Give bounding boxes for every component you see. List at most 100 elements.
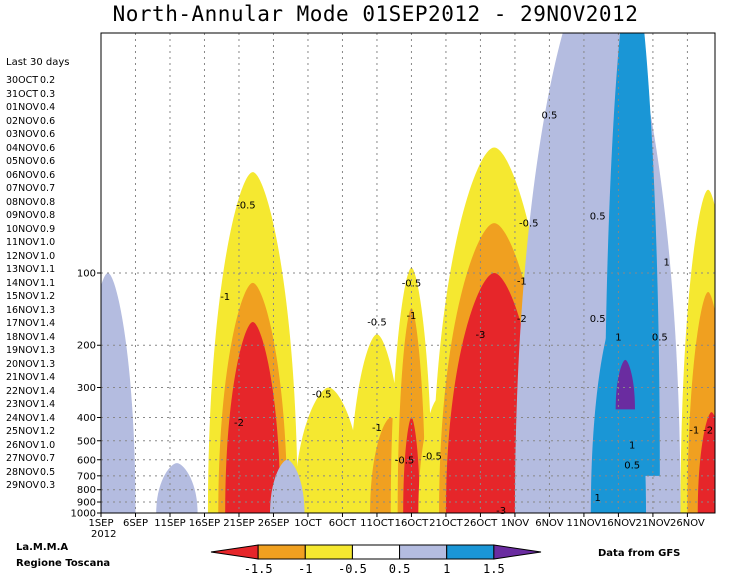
x-tick-label: 11SEP [154, 518, 185, 529]
y-tick-label: 500 [77, 436, 96, 447]
row-date: 24NOV [6, 412, 40, 424]
last-30-days-row: 29NOV0.3 [6, 480, 55, 491]
x-tick-label: 6OCT [329, 518, 357, 529]
contour-label: -0.5 [312, 390, 332, 401]
row-date: 27NOV [6, 453, 40, 464]
last-30-days-row: 24NOV1.4 [6, 413, 55, 424]
last-30-days-row: 12NOV1.0 [6, 251, 55, 262]
contour-label: 1 [664, 258, 670, 269]
last-30-days-row: 01NOV0.4 [6, 102, 55, 113]
colorbar-swatch [399, 544, 448, 560]
last-30-days-row: 07NOV0.7 [6, 183, 55, 194]
row-date: 08NOV [6, 196, 40, 208]
x-tick-label: 11NOV [567, 518, 602, 529]
contour-label: -1 [372, 423, 382, 434]
colorbar-swatch [304, 544, 353, 560]
row-date: 02NOV [6, 115, 40, 127]
last-30-days-row: 06NOV0.6 [6, 170, 55, 181]
last-30-days-row: 31OCT 0.3 [6, 89, 55, 100]
row-date: 09NOV [6, 210, 40, 221]
x-tick-label: 21SEP [223, 518, 254, 529]
contour-label: 0.5 [624, 460, 640, 471]
contour-label: -1 [406, 311, 416, 322]
colorbar-swatch [351, 544, 401, 560]
last-30-days-row: 03NOV0.6 [6, 129, 55, 140]
row-value: 0.6 [40, 115, 56, 127]
row-date: 30OCT [6, 75, 39, 86]
row-date: 06NOV [6, 169, 40, 181]
contour-label: -3 [475, 330, 485, 341]
row-value: 0.3 [40, 88, 56, 100]
row-value: 0.6 [40, 142, 56, 154]
anomaly-blob [294, 387, 364, 513]
contour-label: 1 [595, 493, 601, 504]
last-30-days-row: 09NOV0.8 [6, 210, 55, 221]
colorbar-label: -1.5 [244, 562, 273, 576]
x-tick-label: 16OCT [395, 518, 430, 529]
row-value: 0.6 [40, 129, 56, 140]
row-date: 18NOV [6, 331, 40, 343]
y-tick-label: 200 [77, 341, 96, 352]
last-30-days-row: 30OCT 0.2 [6, 75, 55, 86]
y-tick-label: 800 [77, 485, 96, 496]
x-tick-label: 6SEP [123, 518, 148, 529]
contour-label: -0.5 [395, 455, 415, 466]
contour-label: -2 [234, 418, 244, 429]
contour-label: -0.5 [367, 317, 387, 328]
row-value: 0.6 [40, 169, 56, 181]
anomaly-blob [270, 459, 305, 513]
row-date: 07NOV [6, 183, 40, 194]
row-value: 1.3 [40, 304, 56, 316]
last-30-days-row: 04NOV0.6 [6, 143, 55, 154]
row-value: 0.7 [40, 453, 56, 464]
last-30-days-row: 08NOV0.8 [6, 197, 55, 208]
row-date: 25NOV [6, 426, 40, 437]
anomaly-blob [697, 412, 715, 513]
x-tick-label: 11OCT [360, 518, 395, 529]
y-tick-label: 900 [77, 498, 96, 509]
x-tick-label: 1SEP [88, 518, 113, 529]
contour-label: 0.5 [590, 314, 606, 325]
row-date: 05NOV [6, 156, 40, 167]
contour-label: -2 [517, 314, 527, 325]
x-axis: 1SEP 6SEP 11SEP 16SEP 21SEP 26SEP 1OCT 6OCT 11OC… [88, 513, 705, 540]
row-date: 15NOV [6, 291, 40, 302]
anomaly-blob [156, 463, 198, 513]
last-30-days-row: 16NOV1.3 [6, 305, 55, 316]
row-date: 14NOV [6, 277, 40, 289]
colorbar-label: -1 [298, 562, 312, 576]
last-30-days-row: 17NOV1.4 [6, 318, 55, 329]
row-date: 28NOV [6, 466, 40, 478]
y-tick-label: 700 [77, 471, 96, 482]
contour-label: -3 [496, 506, 506, 517]
x-tick-label: 1NOV [501, 518, 530, 529]
colorbar-label: -0.5 [338, 562, 367, 576]
contour-label: -0.5 [402, 278, 422, 289]
last-30-days-row: 05NOV0.6 [6, 156, 55, 167]
anomaly-blob [101, 273, 136, 513]
row-date: 19NOV [6, 345, 40, 356]
row-date: 23NOV [6, 399, 40, 410]
anomaly-blob [604, 33, 660, 476]
row-date: 12NOV [6, 250, 40, 262]
grid [101, 33, 715, 513]
row-value: 1.4 [40, 318, 56, 329]
row-date: 03NOV [6, 129, 40, 140]
y-tick-label: 400 [77, 413, 96, 424]
last-30-days-row: 13NOV1.1 [6, 264, 55, 275]
anomaly-blob [615, 359, 635, 410]
contour-label: -0.5 [422, 452, 442, 463]
contour-label: -1 [220, 292, 230, 303]
credit-data-source: Data from GFS [598, 548, 681, 559]
row-value: 0.5 [40, 466, 56, 478]
row-value: 0.3 [40, 480, 56, 491]
x-tick-label: 21NOV [636, 518, 671, 529]
x-tick-label: 16SEP [189, 518, 220, 529]
row-date: 16NOV [6, 304, 40, 316]
last-30-days-row: 10NOV0.9 [6, 224, 55, 235]
contour-label: -1 [517, 277, 527, 288]
row-date: 22NOV [6, 385, 40, 397]
row-value: 0.8 [40, 196, 56, 208]
row-date: 10NOV [6, 223, 40, 235]
row-date: 17NOV [6, 318, 40, 329]
